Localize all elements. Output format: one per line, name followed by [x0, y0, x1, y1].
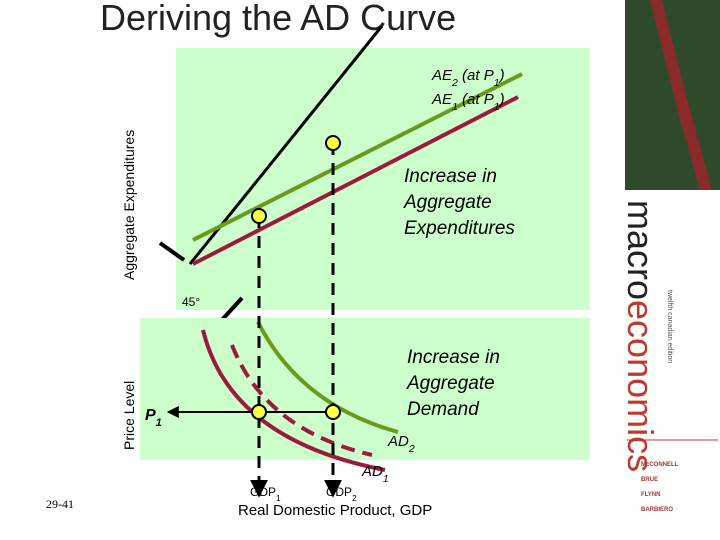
annotation-line: Increase in — [404, 166, 497, 187]
angle-label: 45° — [182, 295, 200, 309]
ae2-label: AE2 (at P1) — [431, 67, 505, 89]
subscript: 1 — [156, 417, 162, 429]
top-panel — [176, 48, 590, 310]
ae1-line — [192, 95, 519, 266]
ad1-curve — [201, 329, 386, 472]
ad2-curve — [256, 321, 399, 434]
annotation-line: Aggregate — [403, 192, 492, 213]
annotation-line: Increase in — [407, 347, 500, 368]
point — [325, 404, 341, 420]
ad2-label: AD2 — [387, 433, 415, 455]
label-part: GDP — [326, 485, 352, 499]
subscript: 1 — [383, 473, 389, 485]
ad1-label: AD1 — [361, 463, 389, 485]
subscript: 1 — [276, 493, 281, 503]
bottom-y-label: Price Level — [121, 381, 137, 450]
subscript: 1 — [494, 101, 500, 113]
cover-train — [650, 0, 712, 190]
subscript: 2 — [408, 443, 415, 455]
label-part: AE — [431, 67, 453, 84]
label-part: GDP — [250, 485, 276, 499]
bottom-panel — [140, 318, 590, 460]
annotation-line: Demand — [407, 399, 480, 420]
x-label: Real Domestic Product, GDP — [238, 502, 432, 519]
p1-label: P1 — [145, 407, 162, 429]
point — [325, 135, 341, 151]
label-part: AE — [431, 91, 453, 108]
subscript: 2 — [451, 77, 458, 89]
gdp2-label: GDP2 — [326, 485, 357, 503]
label-part: ) — [498, 67, 505, 84]
subscript: 2 — [352, 493, 357, 503]
label-part: (at P — [458, 67, 494, 84]
annotation-line: Expenditures — [404, 218, 515, 239]
label-part: AD — [361, 463, 383, 480]
label-part: ) — [498, 91, 505, 108]
subscript: 1 — [452, 101, 458, 113]
cover-photo — [625, 0, 720, 190]
annotation-line: Aggregate — [406, 373, 495, 394]
book-author: BARBIERO — [641, 507, 673, 513]
point — [251, 404, 267, 420]
label-part: AD — [387, 433, 409, 450]
ae1-label: AE1 (at P1) — [431, 91, 505, 113]
book-edition: twelfth canadian edition — [666, 290, 673, 363]
book-author: FLYNN — [641, 492, 660, 498]
subscript: 1 — [494, 77, 500, 89]
book-title: macroeconomics — [620, 200, 661, 472]
book-author: BRUE — [641, 477, 658, 483]
gdp1-label: GDP1 — [250, 485, 281, 503]
slide-number: 29-41 — [46, 497, 74, 511]
book-author: McCONNELL — [641, 462, 679, 468]
dash-mark — [158, 241, 186, 262]
label-part: P — [145, 407, 156, 424]
shift-curve — [230, 344, 373, 457]
ae2-line — [192, 72, 523, 242]
point — [251, 208, 267, 224]
top-y-label: Aggregate Expenditures — [121, 130, 137, 280]
slide-title: Deriving the AD Curve — [100, 0, 456, 38]
cover-body — [625, 190, 720, 530]
label-part: (at P — [458, 91, 494, 108]
